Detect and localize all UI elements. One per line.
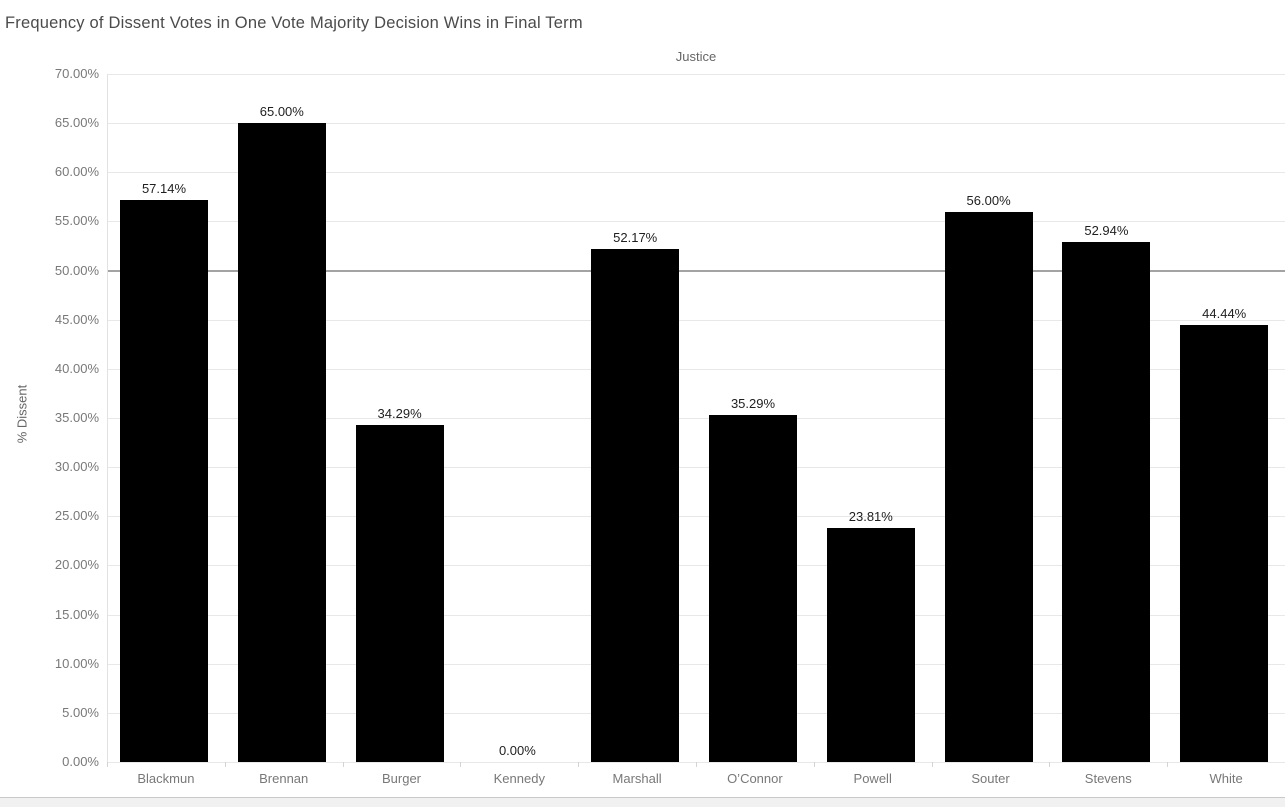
- column-boundary-tick: [1049, 762, 1051, 767]
- y-axis-tick-label: 30.00%: [54, 459, 99, 475]
- bar-powell[interactable]: [826, 527, 915, 762]
- column-boundary-tick: [1167, 762, 1169, 767]
- bar-value-label-white: 44.44%: [1202, 306, 1247, 322]
- bar-oconnor[interactable]: [709, 415, 797, 762]
- y-axis-tick-label: 70.00%: [54, 66, 99, 81]
- gridline-10: [108, 663, 1285, 665]
- x-axis-label-burger: Burger: [381, 771, 422, 786]
- bar-blackmun[interactable]: [120, 200, 208, 762]
- bar-value-label-powell: 23.81%: [848, 508, 893, 524]
- column-boundary-tick: [224, 762, 226, 767]
- bar-value-label-blackmun: 57.14%: [141, 181, 187, 197]
- x-axis-label-kennedy: Kennedy: [493, 771, 545, 786]
- y-axis-tick-label: 25.00%: [54, 508, 99, 524]
- x-axis-label-marshall: Marshall: [612, 771, 662, 786]
- bar-brennan[interactable]: [237, 123, 326, 762]
- y-axis-tick-label: 35.00%: [54, 410, 99, 425]
- bar-burger[interactable]: [355, 424, 444, 762]
- gridline-65: [108, 123, 1285, 125]
- chart-title: Frequency of Dissent Votes in One Vote M…: [5, 14, 583, 32]
- bar-souter[interactable]: [944, 211, 1033, 762]
- gridline-25: [108, 516, 1285, 518]
- bar-stevens[interactable]: [1062, 241, 1151, 762]
- y-axis-tick-label: 45.00%: [54, 311, 99, 327]
- x-axis-label-oconnor: O’Connor: [727, 771, 783, 786]
- gridline-5: [108, 712, 1285, 714]
- y-axis-tick-label: 40.00%: [54, 360, 99, 376]
- column-boundary-tick: [813, 762, 815, 767]
- x-axis-label-stevens: Stevens: [1084, 771, 1132, 786]
- x-axis-label-brennan: Brennan: [259, 771, 309, 786]
- gridline-45: [108, 319, 1285, 321]
- y-axis-tick-label: 20.00%: [54, 557, 99, 573]
- x-axis-label-blackmun: Blackmun: [137, 771, 195, 786]
- y-axis-tick-label: 10.00%: [54, 655, 99, 671]
- column-boundary-tick: [696, 762, 697, 767]
- gridline-60: [108, 172, 1285, 174]
- y-axis-tick-label: 15.00%: [54, 606, 99, 622]
- gridline-35: [108, 418, 1285, 419]
- x-axis-title: Justice: [675, 49, 717, 64]
- y-axis-tick-label: 5.00%: [62, 704, 99, 720]
- bar-value-label-burger: 34.29%: [377, 405, 422, 421]
- column-boundary-tick: [107, 762, 108, 767]
- bar-marshall[interactable]: [591, 249, 680, 762]
- y-axis-tick-label: 60.00%: [54, 164, 99, 180]
- x-axis-label-white: White: [1209, 771, 1243, 786]
- bar-value-label-stevens: 52.94%: [1084, 222, 1129, 238]
- bar-value-label-oconnor: 35.29%: [730, 396, 776, 412]
- column-boundary-tick: [578, 762, 580, 767]
- plot-area: 57.14% 65.00% 34.29% 0.00% 52.17% 35.29% 23.81…: [107, 74, 1285, 763]
- gridline-70: [108, 74, 1285, 75]
- bar-value-label-brennan: 65.00%: [259, 104, 304, 120]
- bar-value-label-kennedy: 0.00%: [498, 743, 536, 758]
- column-boundary-tick: [342, 762, 344, 767]
- gridline-40: [108, 368, 1285, 370]
- bar-white[interactable]: [1180, 325, 1269, 762]
- gridline-20: [108, 565, 1285, 567]
- gridline-15: [108, 614, 1285, 616]
- horizontal-scrollbar-track[interactable]: [0, 797, 1285, 807]
- x-axis-label-powell: Powell: [853, 771, 892, 786]
- gridline-30: [108, 467, 1285, 469]
- column-boundary-tick: [931, 762, 933, 767]
- column-boundary-tick: [460, 762, 462, 767]
- y-axis-tick-label: 50.00%: [54, 262, 99, 278]
- y-axis-tick-label: 0.00%: [62, 754, 99, 769]
- bar-value-label-souter: 56.00%: [966, 192, 1011, 208]
- y-axis-tick-label: 55.00%: [54, 213, 99, 229]
- x-axis-label-souter: Souter: [971, 771, 1010, 786]
- gridline-55: [108, 221, 1285, 223]
- bar-value-label-marshall: 52.17%: [613, 230, 658, 246]
- reference-line-50-percent[interactable]: [108, 269, 1285, 272]
- y-axis-tick-label: 65.00%: [54, 115, 99, 131]
